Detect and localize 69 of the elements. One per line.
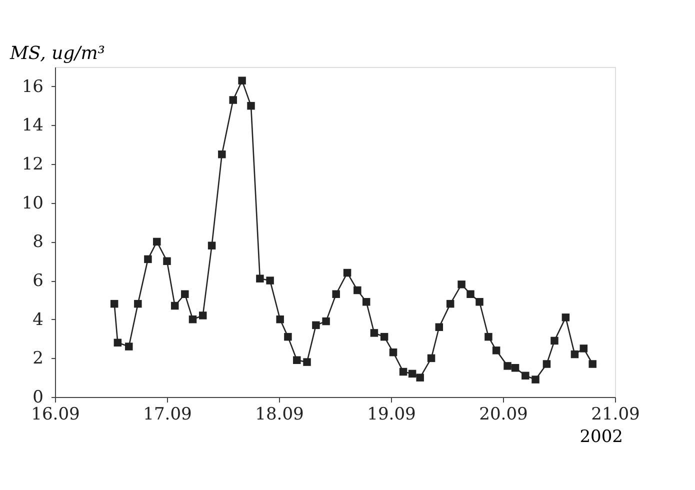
y-axis-title: MS, ug/m³	[9, 43, 106, 64]
y-tick-label: 10	[22, 193, 44, 214]
point	[144, 255, 152, 264]
point	[504, 362, 512, 370]
point	[276, 315, 284, 324]
y-tick-label: 16	[22, 76, 44, 97]
point	[198, 312, 207, 320]
point	[427, 354, 436, 362]
point	[492, 346, 500, 354]
x-tick-label: 16.09	[31, 404, 80, 424]
point	[153, 238, 161, 246]
point	[458, 280, 466, 288]
point	[114, 338, 122, 347]
point	[408, 370, 416, 378]
point	[332, 290, 340, 298]
point	[511, 364, 520, 372]
point	[446, 300, 454, 308]
y-tick-label: 0	[32, 388, 44, 408]
x-tick-label: 18.09	[255, 404, 304, 424]
point	[218, 150, 226, 158]
point	[188, 315, 197, 324]
point	[163, 257, 171, 265]
point	[256, 274, 264, 282]
point	[322, 317, 330, 326]
point	[466, 290, 474, 298]
point	[570, 350, 579, 358]
point	[354, 286, 362, 294]
point	[303, 358, 311, 366]
point	[238, 76, 246, 84]
point	[181, 290, 189, 298]
point	[522, 372, 530, 380]
point	[588, 360, 596, 368]
x-axis-title: 2002	[580, 427, 623, 447]
y-tick-label: 6	[32, 271, 44, 292]
y-tick-label: 8	[32, 232, 44, 252]
point	[125, 342, 133, 350]
point	[435, 323, 444, 331]
point	[370, 329, 378, 337]
point	[550, 336, 558, 345]
point	[293, 356, 301, 364]
point	[484, 332, 492, 341]
point	[110, 300, 118, 308]
point	[476, 298, 484, 306]
x-tick-label: 17.09	[143, 404, 192, 424]
x-tick-label: 21.09	[591, 404, 640, 424]
point	[562, 314, 570, 322]
point	[208, 242, 216, 250]
point	[532, 376, 540, 384]
point	[416, 374, 424, 382]
point	[362, 298, 370, 306]
x-tick-label: 19.09	[367, 404, 416, 424]
point	[343, 268, 352, 277]
point	[380, 332, 388, 341]
y-tick-label: 2	[32, 348, 44, 369]
point	[266, 276, 274, 284]
x-tick-label: 20.09	[479, 404, 528, 424]
y-tick-label: 12	[22, 154, 44, 175]
point	[170, 302, 179, 310]
point	[542, 360, 551, 368]
y-tick-label: 4	[32, 310, 44, 330]
point	[399, 368, 408, 376]
y-tick-label: 14	[22, 116, 44, 136]
point	[312, 321, 320, 330]
point	[134, 300, 142, 308]
point	[580, 344, 588, 352]
point	[284, 332, 292, 341]
point	[389, 348, 398, 356]
point	[247, 102, 255, 110]
point	[229, 96, 237, 104]
